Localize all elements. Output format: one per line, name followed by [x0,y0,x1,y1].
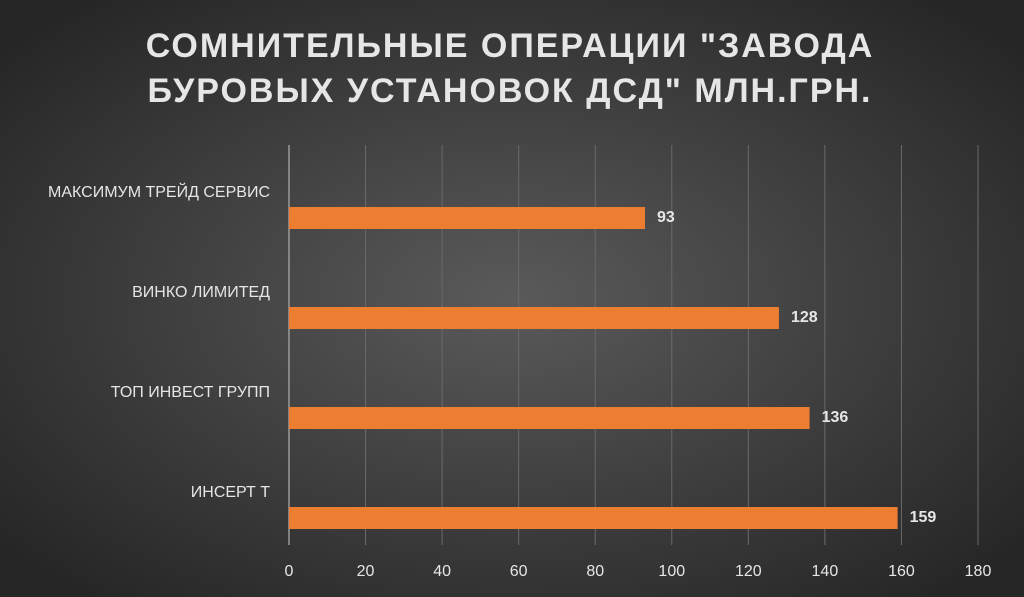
y-tick-label: МАКСИМУМ ТРЕЙД СЕРВИС [48,182,270,201]
chart-title: СОМНИТЕЛЬНЫЕ ОПЕРАЦИИ "ЗАВОДА [146,27,875,65]
x-tick-label: 180 [965,563,992,580]
x-tick-label: 160 [888,563,915,580]
chart-title: БУРОВЫХ УСТАНОВОК ДСД" МЛН.ГРН. [147,72,872,110]
y-tick-label: ВИНКО ЛИМИТЕД [132,284,270,301]
value-label: 128 [791,309,818,326]
x-tick-label: 80 [586,563,604,580]
bar [289,307,779,329]
x-tick-label: 120 [735,563,762,580]
bar [289,207,645,229]
x-tick-label: 40 [433,563,451,580]
y-tick-label: ИНСЕРТ Т [191,484,270,501]
x-tick-label: 100 [658,563,685,580]
bar [289,407,810,429]
value-label: 159 [910,509,937,526]
x-tick-label: 20 [357,563,375,580]
bar [289,507,898,529]
x-tick-label: 0 [285,563,294,580]
x-tick-label: 60 [510,563,528,580]
value-label: 136 [822,409,849,426]
x-tick-label: 140 [812,563,839,580]
value-label: 93 [657,209,675,226]
y-tick-label: ТОП ИНВЕСТ ГРУПП [111,384,270,401]
